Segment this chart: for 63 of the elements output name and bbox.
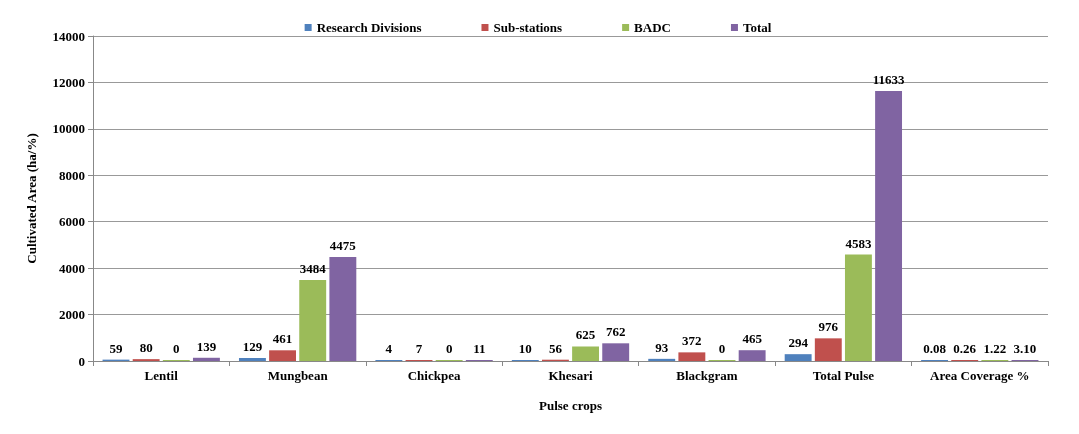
- y-tick-label: 0: [78, 353, 85, 369]
- x-tick-label: Area Coverage %: [930, 368, 1030, 383]
- data-label: 4475: [329, 238, 357, 254]
- data-label: 0.08: [923, 341, 947, 356]
- data-label: 465: [742, 331, 763, 347]
- y-tick-label: 6000: [59, 214, 85, 230]
- legend-label: Total: [742, 20, 772, 35]
- data-label: 80: [139, 340, 153, 356]
- y-tick-label: 2000: [59, 307, 85, 323]
- bar: [784, 354, 812, 361]
- data-label: 976: [818, 319, 839, 335]
- data-label: 294: [788, 335, 809, 351]
- data-label: 3.10: [1013, 341, 1037, 356]
- bar: [875, 90, 903, 361]
- data-label: 59: [109, 340, 124, 356]
- y-tick-label: 12000: [52, 74, 85, 90]
- data-label: 4583: [845, 235, 872, 251]
- data-label: 3484: [299, 261, 327, 277]
- bar: [329, 257, 357, 361]
- bar: [844, 254, 872, 361]
- x-tick-label: Total Pulse: [812, 368, 875, 383]
- legend-label: BADC: [634, 20, 671, 35]
- bar: [572, 346, 600, 361]
- data-label: 56: [548, 340, 563, 356]
- bar: [648, 358, 676, 361]
- data-label: 372: [682, 333, 702, 349]
- bar: [192, 357, 220, 361]
- x-axis-title: Pulse crops: [539, 398, 602, 413]
- data-label: 7: [415, 341, 423, 356]
- bar: [738, 350, 766, 361]
- bar: [299, 280, 327, 361]
- data-label: 625: [575, 327, 596, 343]
- bar: [814, 338, 842, 361]
- data-label: 93: [655, 339, 669, 355]
- x-tick-label: Mungbean: [267, 368, 329, 383]
- data-label: 0.26: [953, 341, 977, 356]
- y-tick-label: 14000: [52, 28, 85, 44]
- data-label: 11633: [872, 71, 905, 87]
- data-label: 461: [272, 331, 293, 347]
- x-tick-label: Khesari: [548, 368, 593, 383]
- data-label: 0: [173, 341, 180, 356]
- y-tick-label: 10000: [52, 121, 85, 137]
- data-label: 129: [242, 339, 263, 355]
- y-axis-title: Cultivated Area (ha/%): [24, 133, 39, 264]
- data-label: 762: [605, 324, 626, 340]
- data-label: 10: [518, 341, 532, 356]
- bar: [238, 358, 266, 361]
- y-tick-label: 8000: [59, 167, 85, 183]
- bar: [269, 350, 297, 361]
- data-label: 11: [473, 341, 486, 356]
- data-label: 1.22: [983, 341, 1007, 356]
- x-tick-label: Chickpea: [407, 368, 461, 383]
- data-label: 0: [445, 341, 453, 356]
- legend-label: Sub-stations: [493, 20, 563, 35]
- y-tick-label: 4000: [59, 260, 85, 276]
- data-label: 139: [196, 338, 217, 354]
- data-label: 4: [385, 341, 393, 356]
- x-tick-label: Blackgram: [676, 368, 738, 383]
- legend-label: Research Divisions: [316, 20, 422, 35]
- bar: [602, 343, 630, 361]
- bar: [678, 352, 706, 361]
- x-tick-label: Lentil: [144, 368, 179, 383]
- data-label: 0: [718, 341, 726, 356]
